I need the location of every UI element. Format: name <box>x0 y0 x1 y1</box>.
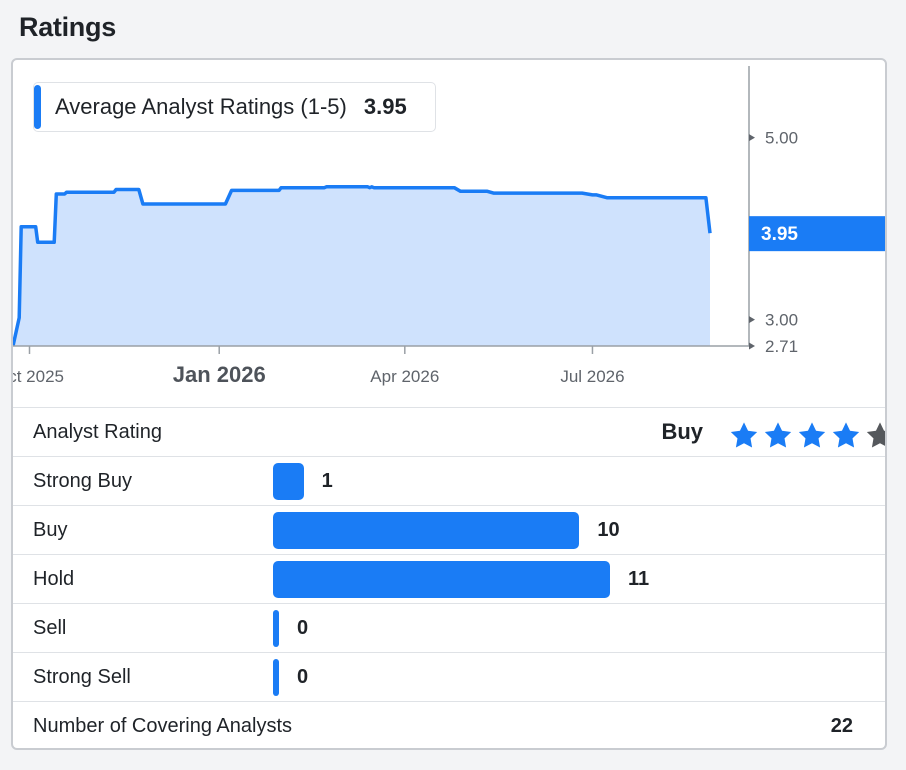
star-empty-icon <box>866 422 885 448</box>
y-tick-marker <box>749 134 755 142</box>
ratings-card: Oct 2025 Jan 2026 Apr 2026 Jul 2026 5.00 3.00… <box>11 58 887 750</box>
y-tick-marker <box>749 316 755 324</box>
star-filled-icon <box>730 422 758 448</box>
analyst-rating-row: Analyst Rating Buy <box>13 407 885 456</box>
rating-row-strong-sell: Strong Sell 0 <box>13 652 885 701</box>
covering-analysts-row: Number of Covering Analysts 22 <box>13 701 885 748</box>
rating-count: 0 <box>297 617 309 639</box>
rating-row-label: Buy <box>33 519 68 541</box>
chart-legend: Average Analyst Ratings (1-5) 3.95 <box>33 82 436 132</box>
ratings-chart[interactable]: Oct 2025 Jan 2026 Apr 2026 Jul 2026 5.00 3.00… <box>13 60 887 410</box>
y-tick-label: 2.71 <box>765 337 798 356</box>
star-filled-icon <box>764 422 792 448</box>
legend-current-value: 3.95 <box>363 94 407 119</box>
rating-row-label: Hold <box>33 568 75 590</box>
star-filled-icon <box>798 422 826 448</box>
rating-row-sell: Sell 0 <box>13 603 885 652</box>
y-tick-marker <box>749 342 755 350</box>
rating-row-label: Strong Buy <box>33 470 132 492</box>
rating-row-strong-buy: Strong Buy 1 <box>13 456 885 505</box>
section-title: Ratings <box>19 12 116 42</box>
rating-row-buy: Buy 10 <box>13 505 885 554</box>
x-tick-label: Jan 2026 <box>173 362 266 387</box>
legend-swatch <box>34 85 41 129</box>
covering-analysts-value: 22 <box>830 715 853 737</box>
ratings-table: Analyst Rating Buy Strong Buy 1 Buy 10 Hold 1… <box>13 407 885 748</box>
x-tick-label: Apr 2026 <box>370 367 439 386</box>
rating-count: 0 <box>297 666 309 688</box>
rating-bar <box>273 561 610 598</box>
y-tick-label: 5.00 <box>765 129 798 148</box>
rating-count: 1 <box>321 470 333 492</box>
rating-count: 10 <box>597 519 620 541</box>
rating-bar <box>273 659 279 696</box>
series-line <box>13 185 712 347</box>
legend-series-name: Average Analyst Ratings (1-5) <box>55 94 347 119</box>
star-filled-icon <box>832 422 860 448</box>
rating-distribution: Strong Buy 1 Buy 10 Hold 11 Sell 0 Strong Sell 0 <box>13 456 885 701</box>
rating-row-label: Sell <box>33 617 67 639</box>
covering-analysts-label: Number of Covering Analysts <box>33 715 293 737</box>
rating-row-label: Strong Sell <box>33 666 131 688</box>
rating-bar <box>273 512 580 549</box>
chart-area-fill <box>13 186 710 346</box>
y-tick-label: 3.00 <box>765 311 798 330</box>
current-value-label: 3.95 <box>761 224 798 245</box>
current-value-marker <box>749 216 885 252</box>
rating-bar <box>273 610 279 647</box>
rating-row-hold: Hold 11 <box>13 554 885 603</box>
analyst-rating-label: Analyst Rating <box>33 421 162 443</box>
x-tick-label: Oct 2025 <box>13 367 64 386</box>
analyst-rating-value: Buy <box>661 419 703 444</box>
rating-count: 11 <box>628 568 650 590</box>
rating-bar <box>273 463 304 500</box>
x-tick-label: Jul 2026 <box>560 367 624 386</box>
star-rating <box>727 420 885 450</box>
